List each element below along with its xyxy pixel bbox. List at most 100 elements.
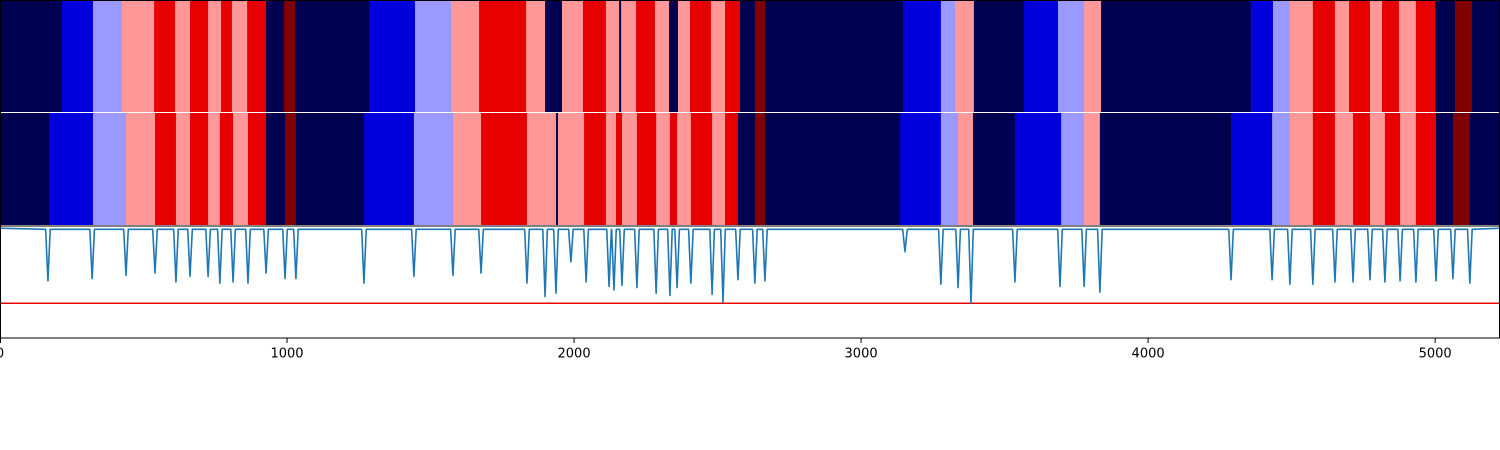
segment — [958, 112, 974, 225]
segment — [1272, 112, 1291, 225]
segment — [725, 0, 741, 113]
segment — [725, 112, 739, 225]
segment — [415, 0, 452, 113]
segment — [1014, 112, 1062, 225]
segment — [1057, 0, 1085, 113]
segment — [369, 0, 416, 113]
x-tick-label: 3000 — [845, 347, 878, 362]
segment — [690, 0, 712, 113]
segment — [190, 0, 209, 113]
segment — [621, 0, 637, 113]
segment — [363, 112, 415, 225]
segment — [764, 0, 904, 113]
segment — [231, 0, 248, 113]
x-tick-label: 1000 — [270, 347, 303, 362]
segment — [1101, 0, 1252, 113]
segment — [619, 0, 622, 113]
segment — [61, 0, 94, 113]
segment — [754, 0, 766, 113]
segment — [582, 0, 607, 113]
segment — [557, 112, 585, 225]
segment — [0, 0, 63, 113]
segment — [190, 112, 209, 225]
segment — [1061, 112, 1085, 225]
segment — [669, 0, 679, 113]
segment — [656, 112, 671, 225]
segment — [1231, 112, 1273, 225]
segment — [0, 112, 50, 225]
segment — [283, 0, 296, 113]
segment — [973, 112, 1016, 225]
segment — [1250, 0, 1274, 113]
segment — [710, 0, 726, 113]
segment — [247, 112, 267, 225]
segment — [605, 0, 620, 113]
segment — [1272, 0, 1291, 113]
segment — [954, 0, 975, 113]
segment — [545, 0, 563, 113]
segment — [233, 112, 249, 225]
segment — [677, 0, 691, 113]
segment — [739, 0, 756, 113]
segment — [1349, 0, 1371, 113]
segment — [1289, 0, 1314, 113]
segment — [452, 112, 482, 225]
segment — [1369, 0, 1383, 113]
segment — [1099, 112, 1232, 225]
segment — [92, 112, 127, 225]
segment — [1353, 112, 1371, 225]
segment — [92, 0, 123, 113]
segment — [1384, 112, 1401, 225]
segment — [126, 112, 156, 225]
x-tick-label: 4000 — [1132, 347, 1165, 362]
segment — [208, 0, 222, 113]
segment — [221, 0, 233, 113]
segment — [247, 0, 267, 113]
segment — [481, 112, 528, 225]
segment — [1415, 0, 1436, 113]
segment — [1454, 0, 1473, 113]
segment — [1435, 0, 1456, 113]
segment — [900, 112, 942, 225]
segment — [1398, 0, 1417, 113]
x-tick-label: 2000 — [558, 347, 591, 362]
segment — [219, 112, 234, 225]
segment — [1024, 0, 1059, 113]
segment — [49, 112, 94, 225]
segment — [1469, 112, 1500, 225]
segment — [690, 112, 713, 225]
segment — [940, 0, 956, 113]
segment — [764, 112, 901, 225]
line-panel — [0, 226, 1500, 338]
segment — [1312, 0, 1336, 113]
segment — [973, 0, 1025, 113]
segment — [175, 112, 191, 225]
segment — [754, 112, 766, 225]
segment — [555, 112, 559, 225]
segment — [1334, 0, 1350, 113]
segment — [175, 0, 191, 113]
segment — [669, 112, 678, 225]
segment — [1400, 112, 1417, 225]
segment — [1084, 112, 1101, 225]
segment — [615, 112, 623, 225]
segment — [1452, 112, 1471, 225]
segment — [737, 112, 756, 225]
segment — [1435, 112, 1454, 225]
segment — [295, 0, 370, 113]
segment — [584, 112, 607, 225]
segment — [154, 0, 176, 113]
segment — [479, 0, 527, 113]
signal-line — [0, 227, 1500, 305]
segment — [1382, 0, 1400, 113]
segment — [1369, 112, 1386, 225]
segment — [1084, 0, 1102, 113]
segment — [636, 112, 657, 225]
segment — [266, 112, 286, 225]
segment — [654, 0, 670, 113]
segment — [1471, 0, 1500, 113]
segment — [636, 0, 656, 113]
segment — [450, 0, 480, 113]
segment — [605, 112, 617, 225]
